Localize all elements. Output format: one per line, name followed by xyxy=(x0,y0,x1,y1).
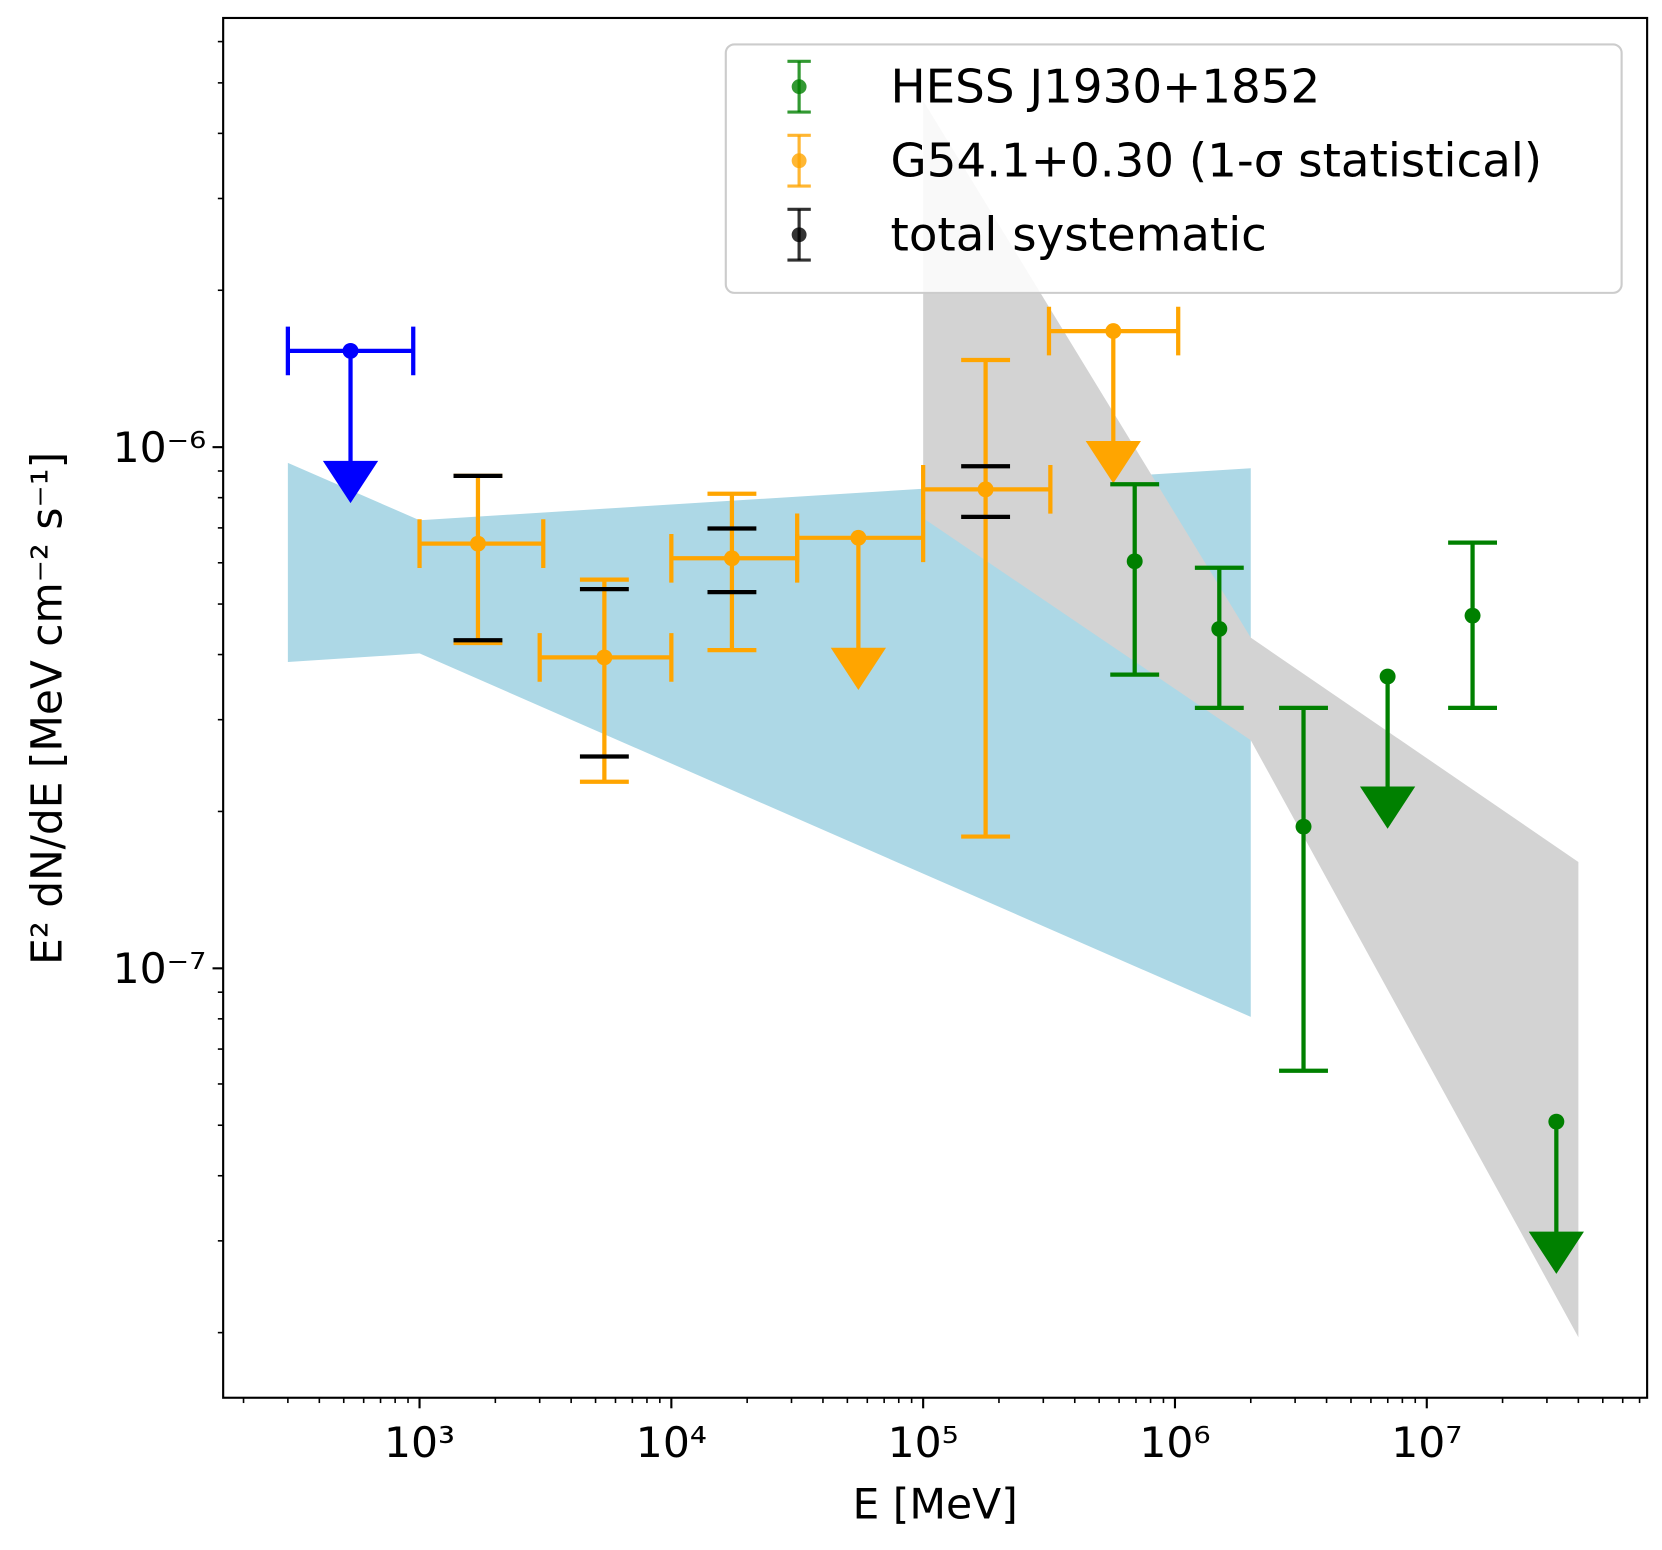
y-tick-label: 10⁻⁷ xyxy=(113,944,207,993)
data-point xyxy=(1379,668,1396,685)
data-point xyxy=(1464,607,1481,624)
legend-marker xyxy=(791,153,807,169)
legend-box xyxy=(724,43,1623,294)
legend-label: HESS J1930+1852 xyxy=(891,60,1321,114)
upper-limit-arrow xyxy=(1528,1231,1584,1274)
legend-label: G54.1+0.30 (1-σ statistical) xyxy=(891,134,1543,188)
legend-marker xyxy=(791,227,807,243)
data-point xyxy=(850,529,867,546)
data-point xyxy=(596,649,613,666)
x-tick-label: 10³ xyxy=(384,1418,455,1467)
x-tick-label: 10⁴ xyxy=(636,1418,707,1467)
data-point xyxy=(1211,620,1228,637)
data-point xyxy=(1548,1113,1565,1130)
axes: 10³ 10⁴ 10⁵ 10⁶ 10⁷ 10⁻⁷ 10⁻⁶ xyxy=(113,40,1641,1467)
data-point xyxy=(342,342,359,359)
data-point xyxy=(469,535,486,552)
legend-marker xyxy=(791,79,807,95)
data-point xyxy=(723,550,740,567)
marks xyxy=(285,306,1584,1274)
data-point xyxy=(977,481,994,498)
data-point xyxy=(1126,553,1143,570)
upper-limit-arrow xyxy=(1359,786,1416,829)
x-tick-label: 10⁵ xyxy=(888,1418,959,1467)
data-point xyxy=(1295,818,1312,835)
band xyxy=(923,100,1579,1338)
plot-frame xyxy=(222,16,1649,1399)
band xyxy=(287,462,1251,1017)
x-axis-label: E [MeV] xyxy=(852,1479,1017,1528)
data-point xyxy=(1105,323,1122,340)
bands xyxy=(287,100,1579,1338)
legend: HESS J1930+1852 G54.1+0.30 (1-σ statistic… xyxy=(724,43,1623,294)
upper-limit-arrow xyxy=(830,647,887,691)
y-tick-label: 10⁻⁶ xyxy=(113,423,207,472)
upper-limit-arrow xyxy=(1085,441,1141,484)
x-tick-label: 10⁷ xyxy=(1391,1418,1462,1467)
upper-limit-arrow xyxy=(322,460,379,504)
y-axis-label: E² dN/dE [MeV cm⁻² s⁻¹] xyxy=(23,452,72,965)
x-tick-label: 10⁶ xyxy=(1139,1418,1210,1467)
legend-label: total systematic xyxy=(891,208,1267,262)
